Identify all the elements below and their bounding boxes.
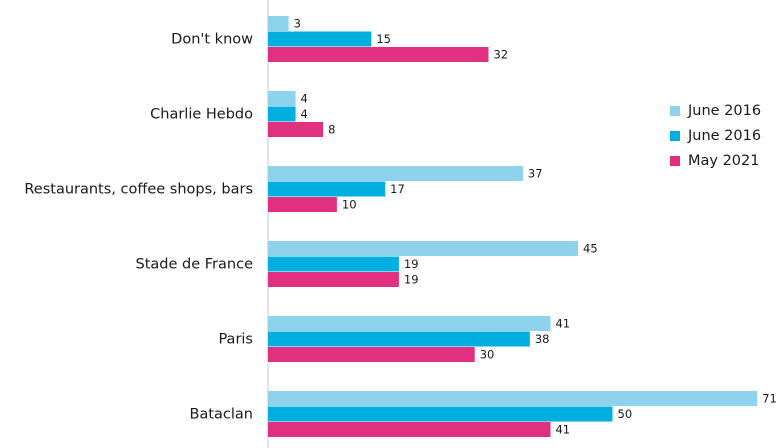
bar-charlie-hebdo-series-2 bbox=[268, 106, 296, 122]
value-label-paris-series-2: 38 bbox=[535, 332, 550, 346]
bar-restaurants-coffee-shops-bars-series-1 bbox=[268, 166, 523, 181]
bar-paris-series-1 bbox=[268, 316, 551, 331]
value-label-charlie-hebdo-series-3: 8 bbox=[328, 123, 335, 137]
legend-swatch-series-3 bbox=[670, 156, 680, 166]
bar-bataclan-series-1 bbox=[268, 391, 758, 406]
value-label-bataclan-series-2: 50 bbox=[618, 407, 633, 421]
value-label-don-t-know-series-1: 3 bbox=[294, 17, 301, 31]
bar-restaurants-coffee-shops-bars-series-3 bbox=[268, 197, 337, 212]
bar-paris-series-3 bbox=[268, 347, 475, 362]
bar-don-t-know-series-1 bbox=[268, 16, 289, 31]
value-label-restaurants-coffee-shops-bars-series-2: 17 bbox=[390, 182, 405, 196]
bar-don-t-know-series-3 bbox=[268, 47, 489, 62]
bar-charlie-hebdo-series-3 bbox=[268, 122, 324, 137]
bar-stade-de-france-series-2 bbox=[268, 256, 399, 272]
value-label-stade-de-france-series-1: 45 bbox=[583, 242, 598, 256]
bar-stade-de-france-series-1 bbox=[268, 241, 579, 256]
bar-don-t-know-series-2 bbox=[268, 31, 372, 47]
category-label-charlie-hebdo: Charlie Hebdo bbox=[150, 106, 253, 122]
value-label-paris-series-3: 30 bbox=[480, 348, 495, 362]
bar-bataclan-series-2 bbox=[268, 406, 613, 422]
category-labels-group: Don't know Charlie Hebdo Restaurants, coff… bbox=[24, 31, 253, 422]
value-label-paris-series-1: 41 bbox=[555, 317, 570, 331]
bar-restaurants-coffee-shops-bars-series-2 bbox=[268, 181, 386, 197]
category-label-restaurants-coffee-shops-bars: Restaurants, coffee shops, bars bbox=[24, 181, 253, 197]
value-label-don-t-know-series-3: 32 bbox=[493, 48, 508, 62]
value-label-stade-de-france-series-2: 19 bbox=[404, 257, 419, 271]
value-label-don-t-know-series-2: 15 bbox=[376, 32, 391, 46]
legend: June 2016 June 2016 May 2021 bbox=[670, 103, 761, 169]
value-label-restaurants-coffee-shops-bars-series-3: 10 bbox=[342, 198, 357, 212]
value-label-bataclan-series-3: 41 bbox=[555, 423, 570, 437]
legend-swatch-series-1 bbox=[670, 106, 680, 116]
legend-label-series-3: May 2021 bbox=[688, 153, 760, 169]
category-label-don-t-know: Don't know bbox=[171, 31, 253, 47]
bars-group: 3 15 32 44 8 37 17 10 45 19 19 41 38 30 71 50 41 bbox=[268, 16, 777, 437]
legend-swatch-series-2 bbox=[670, 131, 680, 141]
category-label-stade-de-france: Stade de France bbox=[136, 256, 254, 272]
bar-bataclan-series-3 bbox=[268, 422, 551, 437]
bar-paris-series-2 bbox=[268, 331, 530, 347]
value-label-charlie-hebdo-series-1: 4 bbox=[301, 92, 308, 106]
legend-label-series-1: June 2016 bbox=[687, 103, 761, 119]
value-label-charlie-hebdo-series-2: 4 bbox=[301, 107, 308, 121]
value-label-bataclan-series-1: 71 bbox=[762, 392, 777, 406]
bar-stade-de-france-series-3 bbox=[268, 272, 399, 287]
bar-charlie-hebdo-series-1 bbox=[268, 91, 296, 106]
value-label-stade-de-france-series-3: 19 bbox=[404, 273, 419, 287]
category-label-paris: Paris bbox=[218, 331, 253, 347]
legend-label-series-2: June 2016 bbox=[687, 128, 761, 144]
value-label-restaurants-coffee-shops-bars-series-1: 37 bbox=[528, 167, 543, 181]
category-label-bataclan: Bataclan bbox=[190, 406, 253, 422]
